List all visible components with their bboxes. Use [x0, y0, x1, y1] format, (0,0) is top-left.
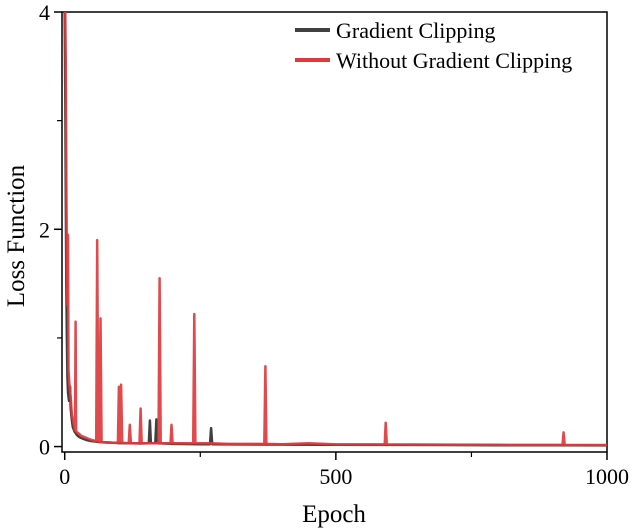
legend: Gradient Clipping Without Gradient Clipp…	[288, 13, 606, 76]
x-tick-label-500: 500	[319, 464, 352, 489]
x-tick-label-0: 0	[59, 464, 70, 489]
legend-box	[288, 13, 606, 76]
x-axis-label: Epoch	[302, 501, 366, 528]
legend-label-gradient-clipping: Gradient Clipping	[336, 18, 495, 43]
series-line-without-gradient-clipping	[64, 12, 607, 447]
x-axis: 0 500 1000	[59, 452, 629, 489]
series-layer	[63, 12, 607, 447]
y-axis-label: Loss Function	[3, 164, 30, 307]
series-line-gradient-clipping	[63, 12, 607, 447]
legend-label-without-gradient-clipping: Without Gradient Clipping	[336, 48, 572, 73]
y-tick-label-4: 4	[39, 0, 50, 25]
x-tick-label-1000: 1000	[585, 464, 629, 489]
plot-frame	[61, 11, 608, 453]
y-tick-label-2: 2	[39, 217, 50, 242]
y-tick-label-0: 0	[39, 435, 50, 460]
y-axis: 0 2 4	[39, 0, 62, 460]
